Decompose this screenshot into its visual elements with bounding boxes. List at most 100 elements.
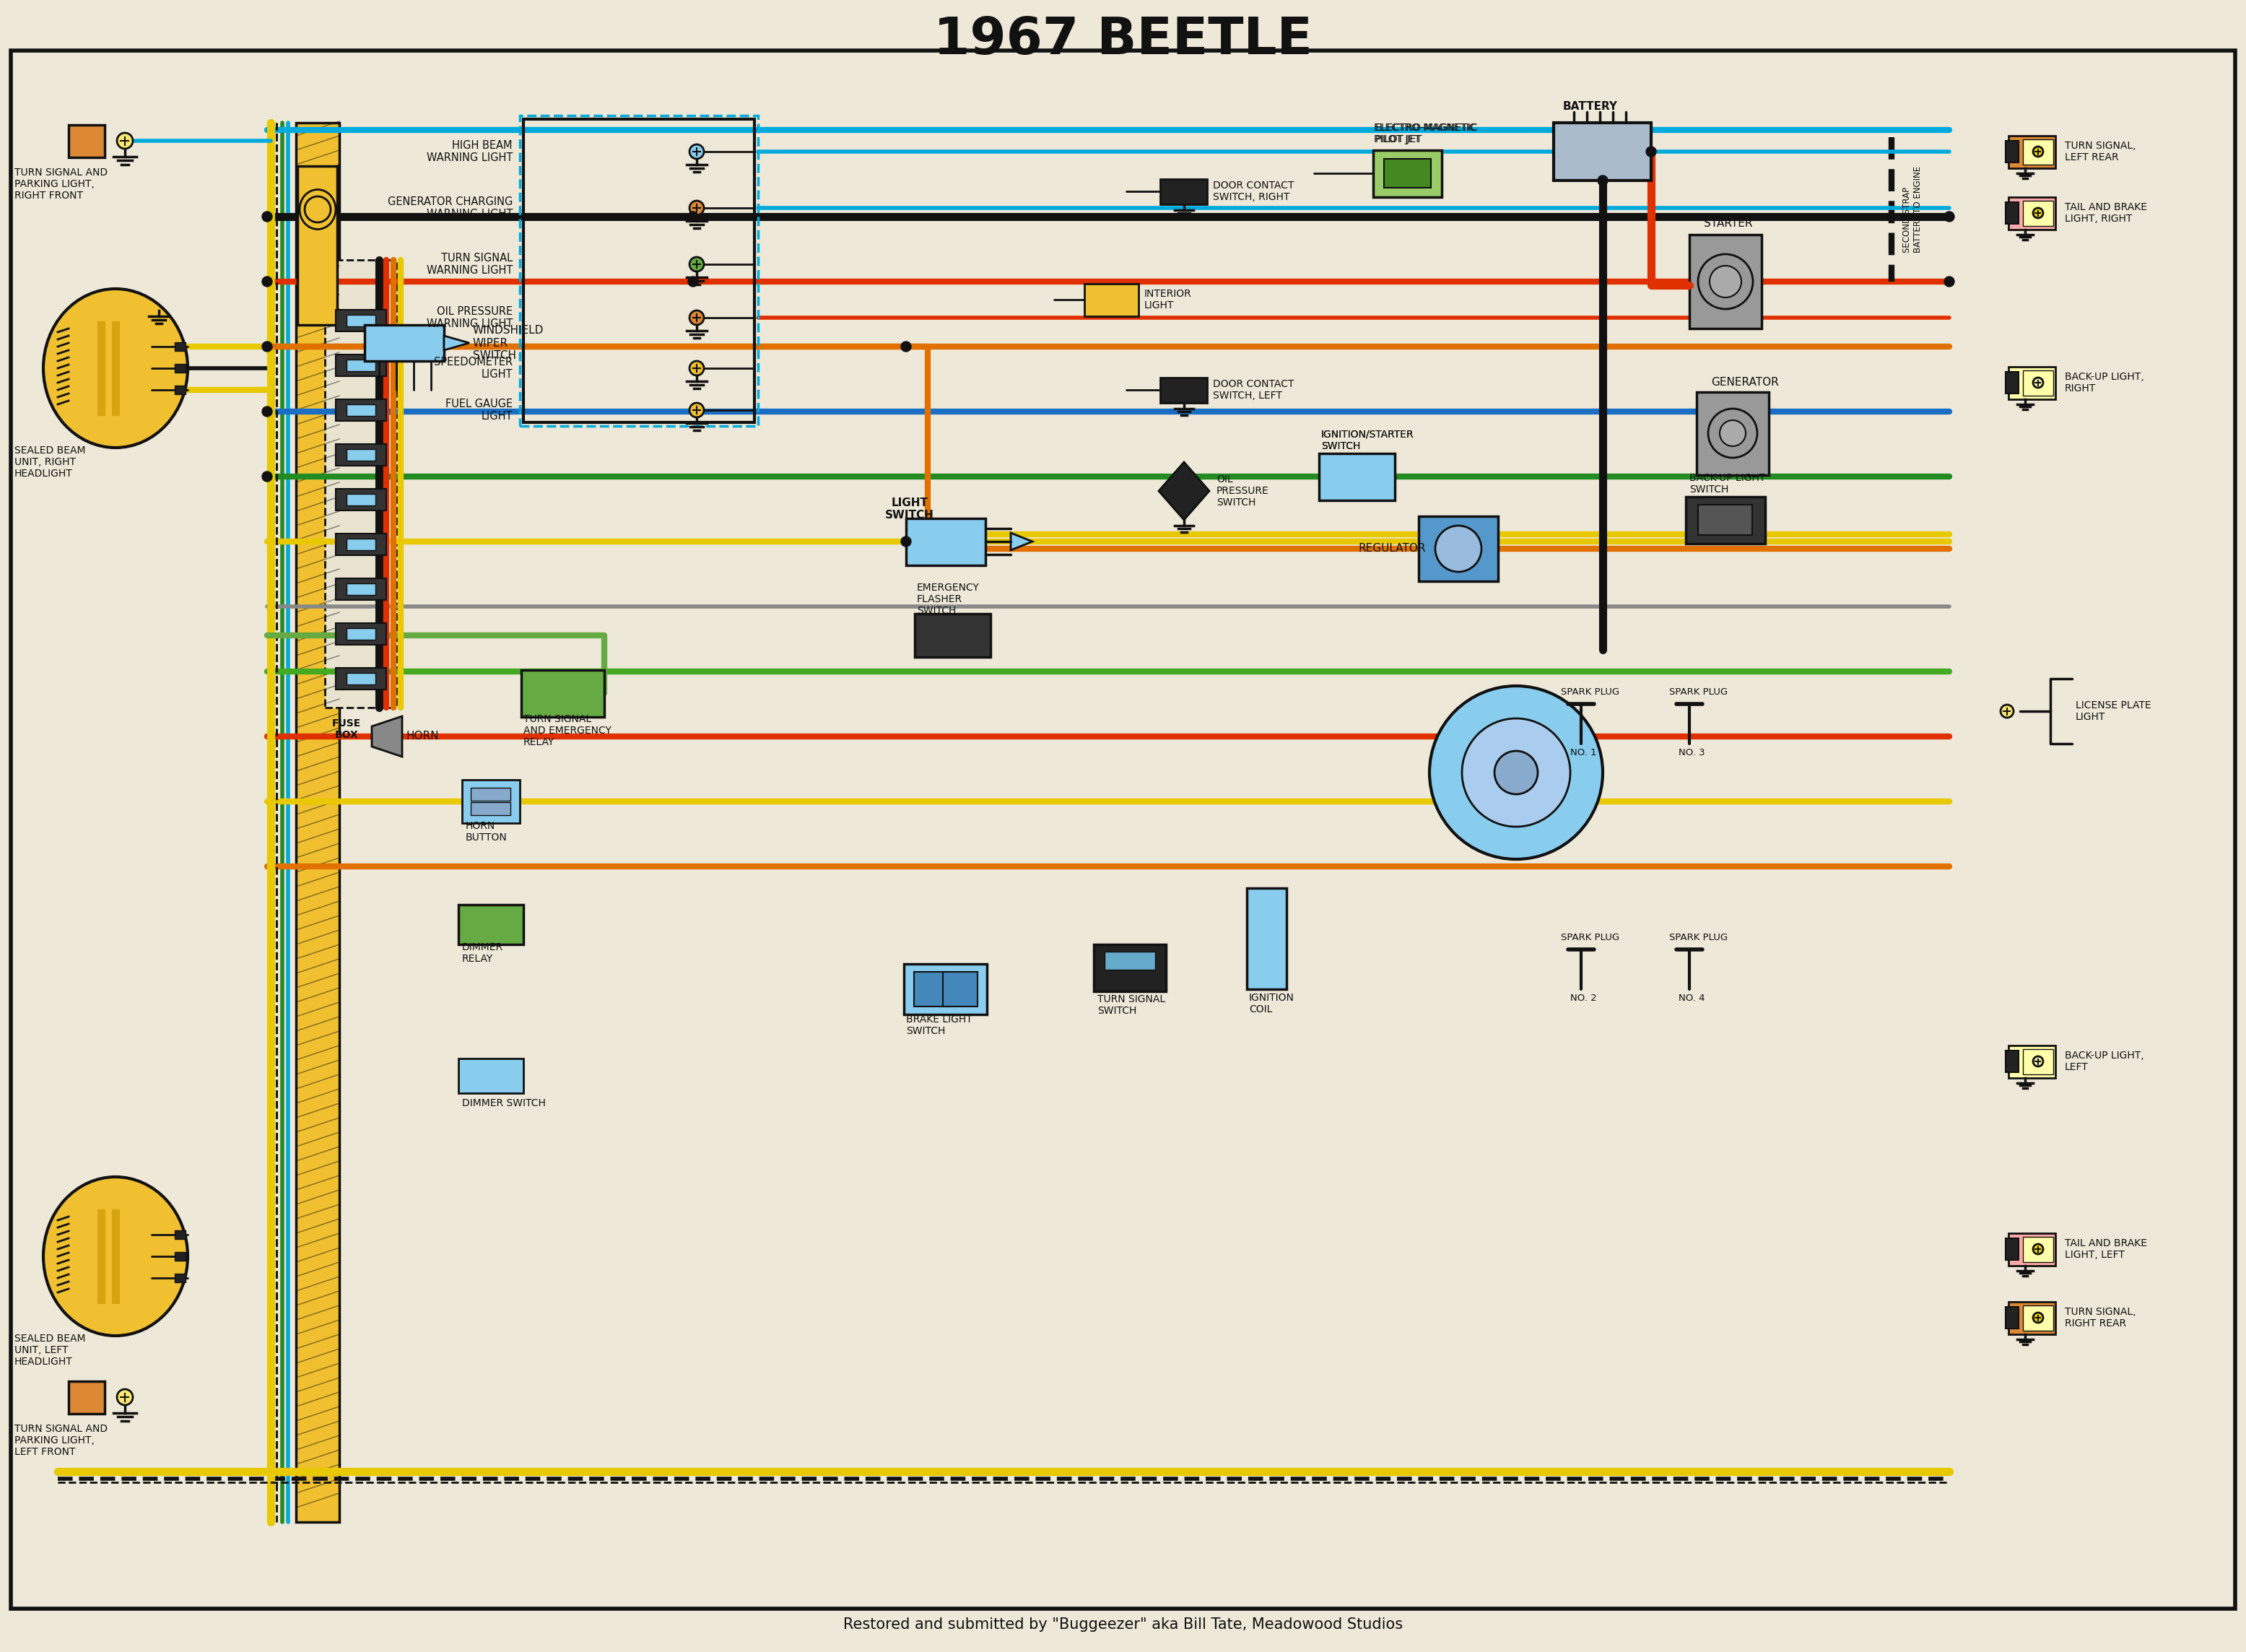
FancyBboxPatch shape (335, 578, 386, 600)
FancyBboxPatch shape (335, 667, 386, 689)
FancyBboxPatch shape (175, 1231, 186, 1239)
FancyBboxPatch shape (2006, 1307, 2019, 1328)
Circle shape (263, 342, 272, 352)
Polygon shape (1011, 534, 1033, 550)
FancyBboxPatch shape (472, 803, 510, 814)
FancyBboxPatch shape (458, 904, 523, 943)
Text: IGNITION
COIL: IGNITION COIL (1249, 993, 1294, 1014)
Text: HIGH BEAM
WARNING LIGHT: HIGH BEAM WARNING LIGHT (427, 140, 512, 164)
FancyBboxPatch shape (2006, 1239, 2019, 1260)
FancyBboxPatch shape (1689, 235, 1761, 329)
FancyBboxPatch shape (346, 539, 375, 550)
Text: IGNITION/STARTER
SWITCH: IGNITION/STARTER SWITCH (1321, 430, 1415, 451)
FancyBboxPatch shape (2024, 1236, 2053, 1262)
Text: TURN SIGNAL
AND EMERGENCY
RELAY: TURN SIGNAL AND EMERGENCY RELAY (523, 714, 611, 747)
FancyBboxPatch shape (1375, 150, 1442, 197)
FancyBboxPatch shape (1161, 377, 1208, 403)
Text: INTERIOR
LIGHT: INTERIOR LIGHT (1143, 289, 1193, 311)
FancyBboxPatch shape (346, 628, 375, 639)
Circle shape (1720, 420, 1745, 446)
Circle shape (2033, 1244, 2044, 1254)
Circle shape (2033, 1313, 2044, 1323)
Text: TAIL AND BRAKE
LIGHT, LEFT: TAIL AND BRAKE LIGHT, LEFT (2064, 1239, 2147, 1260)
FancyBboxPatch shape (335, 400, 386, 421)
Text: NO. 4: NO. 4 (1678, 993, 1705, 1003)
FancyBboxPatch shape (2008, 1232, 2055, 1265)
FancyBboxPatch shape (914, 971, 948, 1006)
FancyBboxPatch shape (1247, 889, 1287, 990)
Text: DIMMER
RELAY: DIMMER RELAY (463, 942, 503, 965)
Text: GENERATOR CHARGING
WARNING LIGHT: GENERATOR CHARGING WARNING LIGHT (386, 197, 512, 220)
Circle shape (2033, 378, 2044, 388)
Ellipse shape (299, 190, 335, 230)
Circle shape (687, 276, 699, 287)
FancyBboxPatch shape (1419, 515, 1498, 582)
FancyBboxPatch shape (2024, 1305, 2053, 1330)
Polygon shape (373, 717, 402, 757)
FancyBboxPatch shape (914, 615, 990, 657)
FancyBboxPatch shape (335, 355, 386, 377)
Circle shape (690, 362, 703, 375)
FancyBboxPatch shape (335, 534, 386, 555)
Text: TURN SIGNAL,
RIGHT REAR: TURN SIGNAL, RIGHT REAR (2064, 1307, 2136, 1328)
Text: TURN SIGNAL AND
PARKING LIGHT,
LEFT FRONT: TURN SIGNAL AND PARKING LIGHT, LEFT FRON… (13, 1424, 108, 1457)
FancyBboxPatch shape (943, 971, 977, 1006)
FancyBboxPatch shape (2024, 139, 2053, 164)
Circle shape (2033, 1056, 2044, 1067)
Text: SEALED BEAM
UNIT, RIGHT
HEADLIGHT: SEALED BEAM UNIT, RIGHT HEADLIGHT (13, 446, 85, 479)
Text: HORN
BUTTON: HORN BUTTON (465, 821, 508, 843)
FancyBboxPatch shape (70, 124, 106, 157)
Text: SPARK PLUG: SPARK PLUG (1669, 932, 1727, 942)
Circle shape (263, 471, 272, 482)
Text: SEALED BEAM
UNIT, LEFT
HEADLIGHT: SEALED BEAM UNIT, LEFT HEADLIGHT (13, 1333, 85, 1366)
FancyBboxPatch shape (2008, 367, 2055, 398)
Text: IGNITION/STARTER
SWITCH: IGNITION/STARTER SWITCH (1321, 430, 1415, 451)
Text: Restored and submitted by "Buggeezer" aka Bill Tate, Meadowood Studios: Restored and submitted by "Buggeezer" ak… (842, 1617, 1404, 1632)
FancyBboxPatch shape (346, 494, 375, 506)
Text: SECOND STRAP
BATTERY TO ENGINE: SECOND STRAP BATTERY TO ENGINE (1902, 165, 1923, 253)
FancyBboxPatch shape (299, 167, 337, 325)
Text: FUEL GAUGE
LIGHT: FUEL GAUGE LIGHT (445, 398, 512, 421)
Circle shape (690, 202, 703, 215)
Text: EMERGENCY
FLASHER
SWITCH: EMERGENCY FLASHER SWITCH (916, 583, 979, 616)
Text: BRAKE LIGHT
SWITCH: BRAKE LIGHT SWITCH (905, 1014, 973, 1036)
Circle shape (2033, 147, 2044, 157)
Text: TAIL AND BRAKE
LIGHT, RIGHT: TAIL AND BRAKE LIGHT, RIGHT (2064, 202, 2147, 225)
FancyBboxPatch shape (2008, 197, 2055, 230)
FancyBboxPatch shape (346, 405, 375, 416)
Circle shape (117, 132, 133, 149)
FancyBboxPatch shape (2006, 372, 2019, 393)
Text: SPARK PLUG: SPARK PLUG (1669, 687, 1727, 697)
Text: BACK-UP LIGHT,
LEFT: BACK-UP LIGHT, LEFT (2064, 1051, 2145, 1072)
Circle shape (1428, 686, 1604, 859)
Text: NO. 3: NO. 3 (1678, 748, 1705, 757)
Circle shape (690, 258, 703, 271)
FancyBboxPatch shape (1384, 159, 1431, 188)
FancyBboxPatch shape (1094, 943, 1166, 991)
FancyBboxPatch shape (2008, 135, 2055, 169)
Circle shape (263, 406, 272, 416)
FancyBboxPatch shape (1085, 284, 1139, 316)
Text: TURN SIGNAL
WARNING LIGHT: TURN SIGNAL WARNING LIGHT (427, 253, 512, 276)
Text: HORN: HORN (407, 732, 440, 742)
FancyBboxPatch shape (1105, 952, 1154, 970)
Text: SPARK PLUG: SPARK PLUG (1561, 932, 1619, 942)
FancyBboxPatch shape (463, 780, 519, 823)
FancyBboxPatch shape (1318, 453, 1395, 501)
FancyBboxPatch shape (346, 583, 375, 595)
Text: OIL
PRESSURE
SWITCH: OIL PRESSURE SWITCH (1217, 474, 1269, 507)
Circle shape (1945, 211, 1954, 221)
Text: REGULATOR: REGULATOR (1359, 544, 1426, 553)
FancyBboxPatch shape (335, 311, 386, 332)
Circle shape (1945, 276, 1954, 287)
Text: TURN SIGNAL,
LEFT REAR: TURN SIGNAL, LEFT REAR (2064, 140, 2136, 162)
FancyBboxPatch shape (458, 1059, 523, 1094)
Text: SPEEDOMETER
LIGHT: SPEEDOMETER LIGHT (433, 357, 512, 380)
Polygon shape (1159, 463, 1208, 520)
FancyBboxPatch shape (2024, 1049, 2053, 1074)
Text: ELECTRO-MAGNETIC
PILOT JET: ELECTRO-MAGNETIC PILOT JET (1375, 122, 1478, 144)
Circle shape (1709, 408, 1756, 458)
FancyBboxPatch shape (521, 669, 604, 717)
Text: GENERATOR: GENERATOR (1711, 377, 1779, 388)
Text: DIMMER SWITCH: DIMMER SWITCH (463, 1099, 546, 1108)
